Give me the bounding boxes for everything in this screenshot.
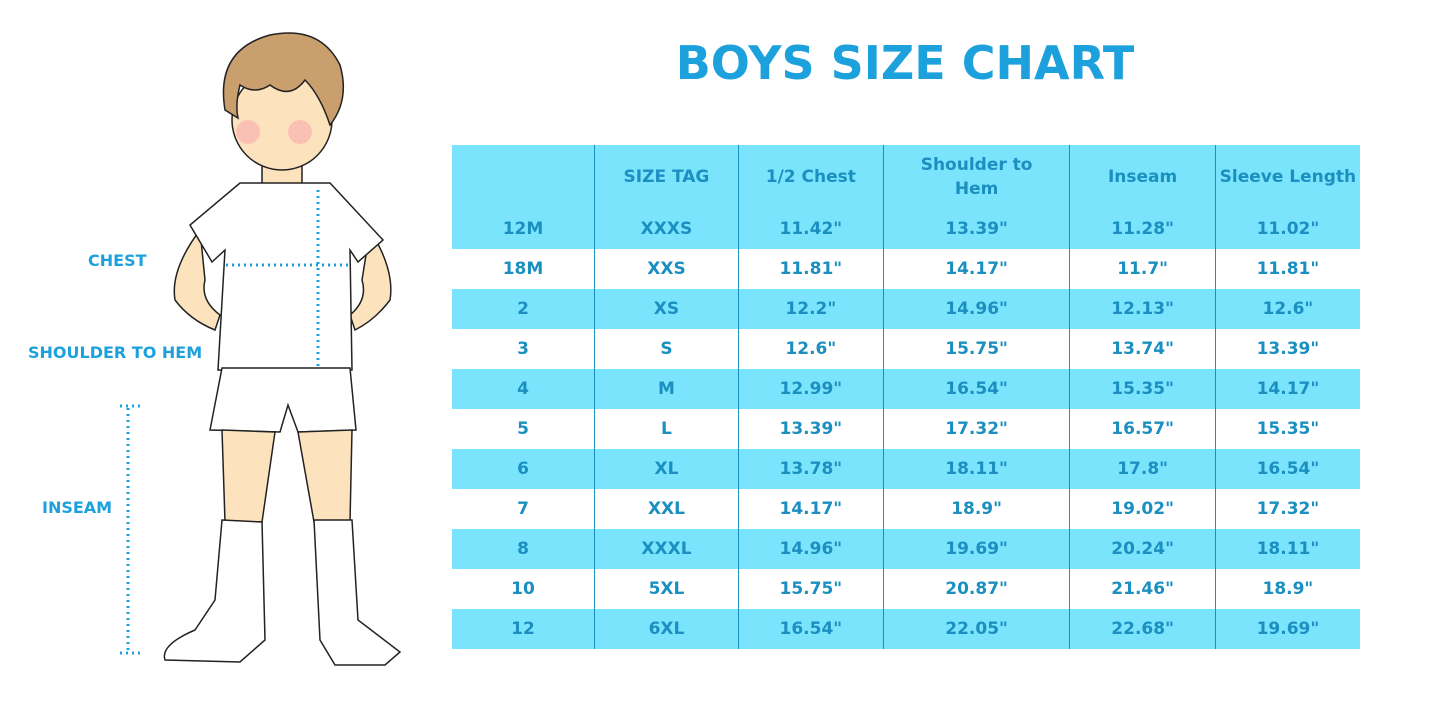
chart-title: BOYS SIZE CHART xyxy=(675,36,1135,90)
table-row: 12 6XL 16.54" 22.05" 22.68" 19.69" xyxy=(452,609,1360,649)
table-cell: XL xyxy=(594,449,739,489)
table-cell: M xyxy=(594,369,739,409)
table-cell: XS xyxy=(594,289,739,329)
table-cell: 11.02" xyxy=(1214,209,1360,249)
table-cell: 17.8" xyxy=(1069,449,1216,489)
table-cell: 12.99" xyxy=(737,369,884,409)
table-row: 5 L 13.39" 17.32" 16.57" 15.35" xyxy=(452,409,1360,449)
table-cell: 11.81" xyxy=(1214,249,1360,289)
table-cell: 11.42" xyxy=(737,209,884,249)
table-row: 12M XXXS 11.42" 13.39" 11.28" 11.02" xyxy=(452,209,1360,249)
table-cell: 2 xyxy=(452,289,595,329)
table-cell: 21.46" xyxy=(1069,569,1216,609)
table-cell: 14.17" xyxy=(882,249,1070,289)
table-cell: 19.69" xyxy=(1214,609,1360,649)
table-cell: 17.32" xyxy=(882,409,1070,449)
table-row: 2 XS 12.2" 14.96" 12.13" 12.6" xyxy=(452,289,1360,329)
table-cell: 5 xyxy=(517,419,529,439)
table-cell: 20.24" xyxy=(1069,529,1216,569)
table-cell: 12 xyxy=(452,609,595,649)
table-cell: 18.11" xyxy=(882,449,1070,489)
table-cell: 15.35" xyxy=(1069,369,1216,409)
column-header: Shoulder to Hem xyxy=(882,145,1070,209)
table-cell: 10 xyxy=(511,579,535,599)
table-cell: 16.57" xyxy=(1069,409,1216,449)
table-cell: 18M xyxy=(502,259,544,279)
chest-label: CHEST xyxy=(88,251,147,270)
size-table: SIZE TAG 1/2 Chest Shoulder to Hem Inseam Sl… xyxy=(452,145,1360,649)
inseam-label: INSEAM xyxy=(42,498,113,517)
table-cell: 14.96" xyxy=(737,529,884,569)
table-row: 3 S 12.6" 15.75" 13.74" 13.39" xyxy=(452,329,1360,369)
table-row: 4 M 12.99" 16.54" 15.35" 14.17" xyxy=(452,369,1360,409)
table-cell: 22.68" xyxy=(1069,609,1216,649)
table-cell: 13.78" xyxy=(737,449,884,489)
table-row: 18M XXS 11.81" 14.17" 11.7" 11.81" xyxy=(452,249,1360,289)
table-cell: 19.69" xyxy=(882,529,1070,569)
table-cell: 20.87" xyxy=(882,569,1070,609)
column-header: Inseam xyxy=(1069,145,1216,209)
table-cell: 6 xyxy=(452,449,595,489)
table-cell: 12.2" xyxy=(737,289,884,329)
column-header: 1/2 Chest xyxy=(737,145,884,209)
table-cell: 15.75" xyxy=(737,569,884,609)
table-cell: 17.32" xyxy=(1214,489,1360,529)
table-cell: 22.05" xyxy=(882,609,1070,649)
table-cell: XXXL xyxy=(594,529,739,569)
table-cell: 14.96" xyxy=(882,289,1070,329)
table-cell: 3 xyxy=(517,339,529,359)
table-cell: 12M xyxy=(452,209,595,249)
column-header xyxy=(452,145,595,209)
shoulder-to-hem-label: SHOULDER TO HEM xyxy=(28,343,203,362)
header-row: SIZE TAG 1/2 Chest Shoulder to Hem Inseam Sl… xyxy=(452,145,1360,209)
table-cell: 15.75" xyxy=(882,329,1070,369)
table-cell: XXXS xyxy=(594,209,739,249)
table-cell: 14.17" xyxy=(737,489,884,529)
table-cell: S xyxy=(594,329,739,369)
boy-illustration xyxy=(120,32,402,666)
table-cell: 6XL xyxy=(594,609,739,649)
table-cell: 16.54" xyxy=(737,609,884,649)
table-cell: L xyxy=(594,409,739,449)
table-cell: 18.9" xyxy=(1214,569,1360,609)
table-cell: 18.11" xyxy=(1214,529,1360,569)
table-cell: 14.17" xyxy=(1214,369,1360,409)
table-row: 7 XXL 14.17" 18.9" 19.02" 17.32" xyxy=(452,489,1360,529)
table-cell: 13.74" xyxy=(1069,329,1216,369)
table-cell: 7 xyxy=(517,499,529,519)
table-cell: 13.39" xyxy=(882,209,1070,249)
table-cell: 18.9" xyxy=(882,489,1070,529)
table-cell: 5XL xyxy=(594,569,739,609)
table-cell: 13.39" xyxy=(1214,329,1360,369)
table-cell: 16.54" xyxy=(1214,449,1360,489)
table-cell: 11.7" xyxy=(1069,249,1216,289)
table-cell: 11.28" xyxy=(1069,209,1216,249)
table-cell: 12.6" xyxy=(737,329,884,369)
table-cell: 13.39" xyxy=(737,409,884,449)
table-cell: XXS xyxy=(594,249,739,289)
column-header: SIZE TAG xyxy=(594,145,739,209)
table-cell: 12.13" xyxy=(1069,289,1216,329)
column-header: Sleeve Length xyxy=(1214,145,1360,209)
table-cell: 19.02" xyxy=(1069,489,1216,529)
table-cell: 11.81" xyxy=(737,249,884,289)
table-cell: 15.35" xyxy=(1214,409,1360,449)
table-row: 6 XL 13.78" 18.11" 17.8" 16.54" xyxy=(452,449,1360,489)
table-cell: 4 xyxy=(452,369,595,409)
table-cell: XXL xyxy=(594,489,739,529)
table-cell: 8 xyxy=(452,529,595,569)
table-cell: 12.6" xyxy=(1214,289,1360,329)
table-cell: 16.54" xyxy=(882,369,1070,409)
table-row: 10 5XL 15.75" 20.87" 21.46" 18.9" xyxy=(452,569,1360,609)
table-row: 8 XXXL 14.96" 19.69" 20.24" 18.11" xyxy=(452,529,1360,569)
